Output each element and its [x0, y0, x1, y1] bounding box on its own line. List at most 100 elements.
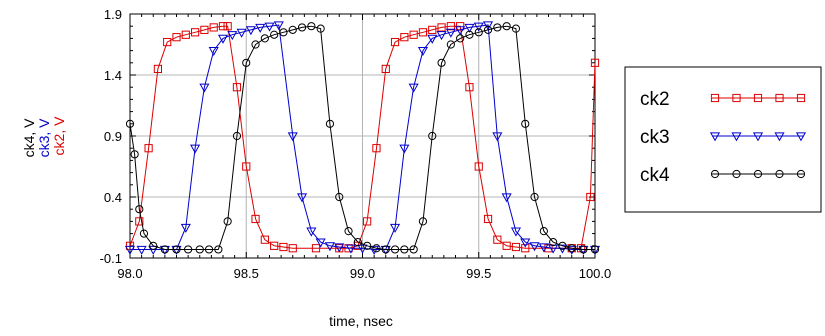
- x-tick-labels: 98.0 98.5 99.0 99.5 100.0: [117, 266, 611, 281]
- data-point-ck4: [502, 22, 511, 31]
- data-point-ck2: [191, 28, 200, 37]
- data-point-ck4: [511, 24, 521, 33]
- data-point-ck4: [590, 245, 600, 254]
- data-point-ck3: [501, 193, 512, 203]
- y-axis-label-ck3: ck3, V: [36, 118, 52, 158]
- data-point-ck2: [279, 242, 288, 252]
- data-point-ck4: [223, 217, 232, 226]
- data-point-ck3: [548, 244, 559, 254]
- grid-lines: [130, 14, 595, 258]
- data-point-ck3: [315, 238, 326, 248]
- legend-marker: [731, 132, 742, 142]
- data-point-ck2: [409, 30, 418, 39]
- data-point-ck3: [208, 47, 219, 57]
- data-point-ck3: [510, 227, 522, 237]
- data-point-ck2: [251, 214, 260, 224]
- data-point-ck2: [418, 28, 428, 37]
- data-point-ck4: [474, 28, 483, 37]
- data-point-ck3: [217, 34, 229, 44]
- data-point-ck4: [335, 192, 344, 202]
- data-point-ck2: [218, 22, 228, 31]
- data-point-ck3: [566, 245, 577, 255]
- data-point-ck2: [483, 214, 493, 224]
- data-point-ck3: [180, 223, 191, 233]
- data-point-ck4: [549, 238, 558, 247]
- data-point-ck4: [390, 245, 400, 254]
- data-point-ck3: [255, 23, 266, 33]
- data-point-ck4: [297, 23, 307, 32]
- x-axis-label: time, nsec: [329, 313, 393, 329]
- data-point-ck4: [125, 119, 135, 128]
- data-point-ck3: [520, 238, 531, 248]
- data-point-ck2: [242, 162, 251, 171]
- data-point-ck2: [163, 37, 172, 47]
- data-point-ck2: [172, 33, 181, 42]
- data-point-ck4: [204, 245, 214, 254]
- data-point-ck4: [195, 245, 204, 254]
- data-point-ck4: [325, 119, 335, 128]
- data-point-ck3: [482, 21, 494, 31]
- data-point-ck4: [149, 241, 158, 250]
- data-point-ck3: [273, 21, 284, 31]
- data-point-ck3: [529, 242, 540, 252]
- data-point-ck3: [264, 22, 275, 32]
- data-point-ck2: [200, 25, 209, 34]
- legend-marker: [775, 93, 784, 103]
- data-point-ck4: [567, 244, 576, 253]
- y-tick-labels: -0.1 0.4 0.9 1.4 1.9: [100, 7, 122, 266]
- data-point-ck2: [181, 30, 190, 39]
- legend-label: ck2: [640, 89, 670, 110]
- data-point-ck3: [345, 244, 356, 254]
- legend-label: ck4: [640, 165, 670, 186]
- data-point-ck4: [409, 245, 418, 254]
- data-point-ck3: [324, 242, 336, 252]
- data-point-ck4: [465, 30, 474, 39]
- data-point-ck3: [369, 245, 380, 255]
- data-point-ck2: [493, 235, 502, 244]
- y-axis-label-ck4: ck4, V: [21, 118, 37, 158]
- x-tick-label: 99.0: [350, 266, 375, 281]
- data-point-ck2: [428, 25, 437, 34]
- data-point-ck4: [270, 30, 279, 39]
- data-point-ck3: [455, 26, 466, 36]
- legend-item-ck3: ck3: [640, 127, 807, 148]
- data-point-ck3: [245, 26, 256, 36]
- data-point-ck3: [334, 243, 345, 253]
- legend-marker: [732, 93, 741, 103]
- data-point-ck4: [530, 192, 539, 202]
- data-point-ck4: [307, 22, 316, 31]
- data-point-ck3: [436, 31, 447, 41]
- data-point-ck4: [232, 131, 242, 141]
- legend-marker: [710, 93, 720, 103]
- data-point-ck3: [306, 227, 317, 237]
- x-tick-label: 100.0: [579, 266, 612, 281]
- data-point-ck2: [372, 144, 381, 153]
- legend-marker: [796, 93, 806, 103]
- data-point-ck4: [363, 241, 372, 250]
- y-tick-label: -0.1: [100, 251, 122, 266]
- data-point-ck2: [590, 58, 600, 67]
- data-point-ck2: [437, 23, 446, 32]
- data-point-ck4: [242, 58, 251, 67]
- y-tick-label: 0.9: [104, 129, 122, 144]
- data-point-ck2: [400, 33, 409, 42]
- data-point-ck2: [474, 162, 483, 171]
- data-point-ck4: [353, 238, 362, 247]
- data-point-ck2: [521, 244, 530, 253]
- legend-item-ck4: ck4: [640, 165, 806, 186]
- data-point-ck2: [209, 23, 218, 32]
- data-point-ck3: [124, 245, 136, 255]
- data-point-ck4: [437, 58, 446, 67]
- legend-marker: [710, 169, 720, 179]
- data-point-ck2: [511, 242, 521, 252]
- data-point-ck2: [144, 144, 153, 153]
- data-point-ck3: [445, 28, 456, 38]
- data-point-ck2: [260, 235, 269, 244]
- data-point-ck3: [227, 31, 238, 41]
- data-point-ck2: [381, 64, 390, 74]
- data-point-ck3: [287, 132, 298, 142]
- series-ck4: [125, 22, 600, 254]
- data-point-ck2: [363, 217, 372, 226]
- data-point-ck3: [464, 23, 475, 33]
